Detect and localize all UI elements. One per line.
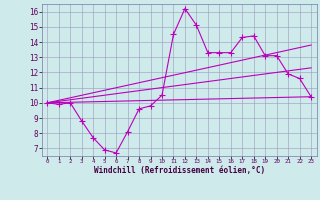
X-axis label: Windchill (Refroidissement éolien,°C): Windchill (Refroidissement éolien,°C) [94, 166, 265, 175]
